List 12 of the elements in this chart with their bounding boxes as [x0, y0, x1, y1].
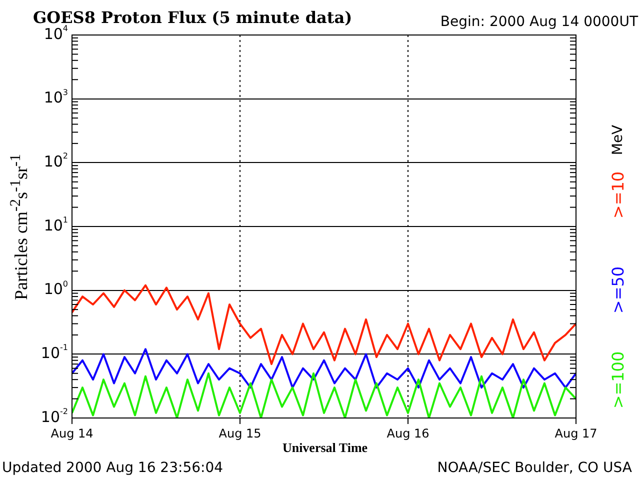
text: >=50 [608, 266, 628, 314]
text: NOAA/SEC Boulder, CO USA [437, 460, 632, 476]
text: >=10 [608, 171, 628, 219]
x-tick-label: Aug 17 [554, 426, 598, 440]
text: >=100 [608, 351, 628, 409]
legend-title: MeV [610, 124, 626, 156]
x-axis-title: Universal Time [282, 440, 368, 456]
x-tick-label: Aug 16 [386, 426, 430, 440]
x-tick-label: Aug 14 [50, 426, 94, 440]
chart-subtitle: Begin: 2000 Aug 14 0000UT [440, 14, 638, 30]
x-tick-label: Aug 15 [218, 426, 262, 440]
text: Updated 2000 Aug 16 23:56:04 [2, 460, 224, 476]
